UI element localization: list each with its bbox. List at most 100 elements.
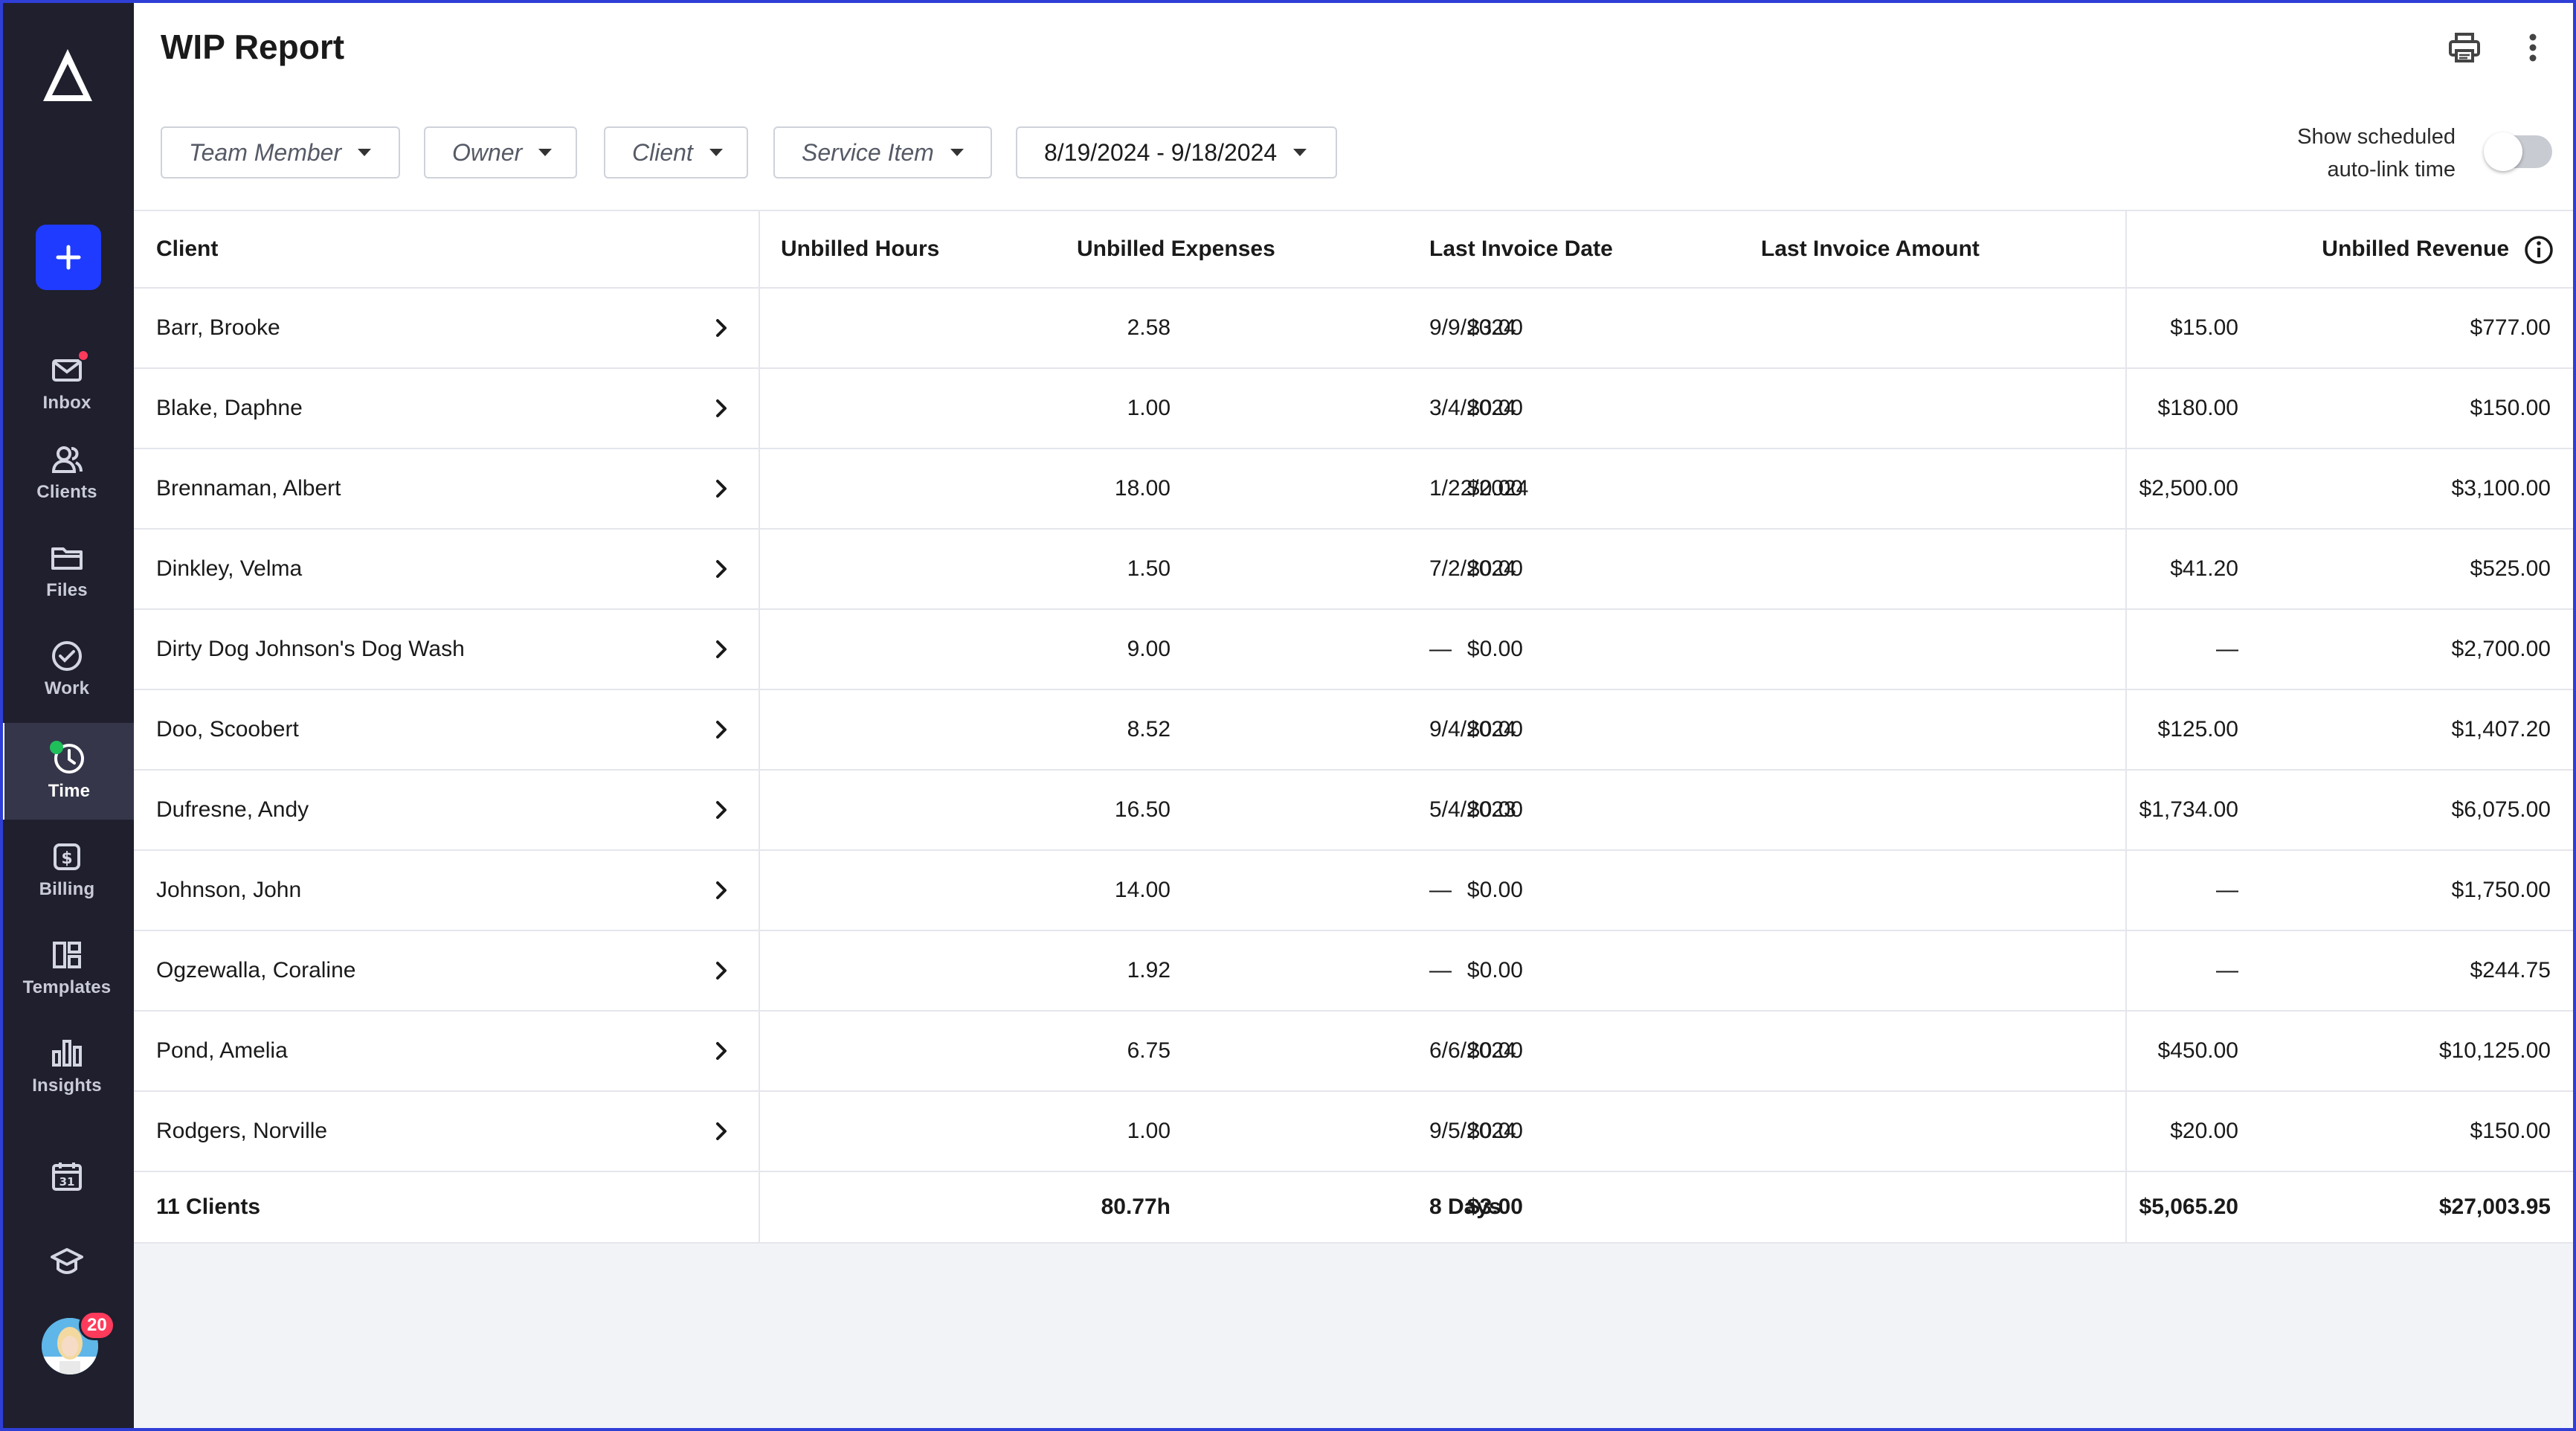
caret-down-icon xyxy=(538,149,553,156)
last-invoice-date: 9/4/2024 xyxy=(1429,717,1516,742)
chevron-right-icon[interactable] xyxy=(706,1092,736,1171)
scheduled-auto-link-toggle[interactable] xyxy=(2484,132,2552,171)
new-item-button[interactable] xyxy=(36,225,101,290)
chevron-right-icon[interactable] xyxy=(706,931,736,1010)
team-member-filter[interactable]: Team Member xyxy=(161,126,400,179)
unbilled-expenses: $0.00 xyxy=(1466,637,1523,661)
column-header-last-invoice-date[interactable]: Last Invoice Date xyxy=(1429,237,1613,261)
last-invoice-date: 5/4/2023 xyxy=(1429,797,1516,822)
unbilled-expenses: $0.00 xyxy=(1466,958,1523,983)
client-name[interactable]: Barr, Brooke xyxy=(156,315,280,340)
unbilled-hours: 1.50 xyxy=(1127,556,1171,581)
sidebar-item-insights[interactable]: Insights xyxy=(0,1017,134,1114)
client-name[interactable]: Dirty Dog Johnson's Dog Wash xyxy=(156,637,465,661)
chevron-right-icon[interactable] xyxy=(706,771,736,849)
column-header-unbilled-hours[interactable]: Unbilled Hours xyxy=(781,237,940,261)
folder-icon xyxy=(49,540,85,576)
table-row[interactable]: Dirty Dog Johnson's Dog Wash 9.00 $0.00 — — $… xyxy=(134,610,2576,690)
unbilled-hours: 9.00 xyxy=(1127,637,1171,661)
sidebar-item-label: Time xyxy=(48,781,91,801)
calendar-day: 31 xyxy=(59,1175,75,1189)
info-icon[interactable] xyxy=(2522,234,2555,266)
client-filter[interactable]: Client xyxy=(604,126,748,179)
table-row[interactable]: Rodgers, Norville 1.00 $0.00 9/5/2024 $20.00… xyxy=(134,1092,2576,1172)
sidebar-item-billing[interactable]: $ Billing xyxy=(0,821,134,918)
more-options-button[interactable] xyxy=(2517,30,2549,65)
column-header-unbilled-revenue[interactable]: Unbilled Revenue xyxy=(2322,237,2509,261)
app-logo-icon[interactable] xyxy=(40,46,95,106)
table-totals-row: 11 Clients 80.77h $3.00 8 Days $5,065.20… xyxy=(134,1172,2576,1244)
toggle-knob xyxy=(2484,132,2522,171)
last-invoice-amount: $41.20 xyxy=(2170,556,2238,581)
column-header-client[interactable]: Client xyxy=(156,237,219,261)
chevron-right-icon[interactable] xyxy=(706,449,736,528)
table-row[interactable]: Dufresne, Andy 16.50 $0.00 5/4/2023 $1,734.0… xyxy=(134,771,2576,851)
sidebar-item-label: Inbox xyxy=(42,393,91,413)
last-invoice-date: 3/4/2024 xyxy=(1429,396,1516,420)
sidebar-item-work[interactable]: Work xyxy=(0,620,134,717)
last-invoice-amount: $2,500.00 xyxy=(2139,476,2238,501)
client-name[interactable]: Doo, Scoobert xyxy=(156,717,299,742)
last-invoice-date: 7/2/2024 xyxy=(1429,556,1516,581)
table-row[interactable]: Brennaman, Albert 18.00 $0.00 1/22/2024 $2,5… xyxy=(134,449,2576,530)
unbilled-expenses: $0.00 xyxy=(1466,1038,1523,1063)
chevron-right-icon[interactable] xyxy=(706,369,736,448)
total-unbilled-revenue: $27,003.95 xyxy=(2438,1194,2551,1219)
total-clients: 11 Clients xyxy=(156,1194,261,1219)
calendar-icon[interactable]: 31 xyxy=(49,1159,85,1194)
column-header-unbilled-expenses[interactable]: Unbilled Expenses xyxy=(1077,237,1275,261)
owner-filter[interactable]: Owner xyxy=(424,126,577,179)
service-item-filter[interactable]: Service Item xyxy=(773,126,992,179)
table-row[interactable]: Doo, Scoobert 8.52 $0.00 9/4/2024 $125.00 $1,… xyxy=(134,690,2576,771)
graduation-cap-icon[interactable] xyxy=(49,1244,85,1279)
notification-badge: 20 xyxy=(79,1311,115,1340)
column-header-last-invoice-amount[interactable]: Last Invoice Amount xyxy=(1761,237,1980,261)
client-name[interactable]: Dufresne, Andy xyxy=(156,797,309,822)
client-name[interactable]: Brennaman, Albert xyxy=(156,476,341,501)
chevron-right-icon[interactable] xyxy=(706,530,736,608)
chevron-right-icon[interactable] xyxy=(706,690,736,769)
caret-down-icon xyxy=(950,149,964,156)
unbilled-revenue: $777.00 xyxy=(2470,315,2551,340)
unbilled-revenue: $1,407.20 xyxy=(2451,717,2551,742)
client-name[interactable]: Ogzewalla, Coraline xyxy=(156,958,356,983)
unbilled-revenue: $525.00 xyxy=(2470,556,2551,581)
unbilled-hours: 14.00 xyxy=(1114,878,1171,902)
client-name[interactable]: Johnson, John xyxy=(156,878,302,902)
chevron-right-icon[interactable] xyxy=(706,610,736,689)
sidebar-item-inbox[interactable]: Inbox xyxy=(0,335,134,431)
date-range-filter[interactable]: 8/19/2024 - 9/18/2024 xyxy=(1016,126,1337,179)
client-name[interactable]: Pond, Amelia xyxy=(156,1038,288,1063)
last-invoice-date: — xyxy=(1429,637,1452,661)
table-row[interactable]: Dinkley, Velma 1.50 $0.00 7/2/2024 $41.20 $52… xyxy=(134,530,2576,610)
last-invoice-amount: $450.00 xyxy=(2157,1038,2238,1063)
unbilled-hours: 1.00 xyxy=(1127,396,1171,420)
client-name[interactable]: Blake, Daphne xyxy=(156,396,303,420)
unbilled-expenses: $0.00 xyxy=(1466,396,1523,420)
chevron-right-icon[interactable] xyxy=(706,289,736,367)
unbilled-revenue: $150.00 xyxy=(2470,396,2551,420)
sidebar-item-clients[interactable]: Clients xyxy=(0,424,134,521)
table-row[interactable]: Blake, Daphne 1.00 $0.00 3/4/2024 $180.00 $15… xyxy=(134,369,2576,449)
sidebar-item-time[interactable]: Time xyxy=(0,723,134,820)
sidebar-item-templates[interactable]: Templates xyxy=(0,919,134,1016)
last-invoice-date: — xyxy=(1429,878,1452,902)
client-name[interactable]: Dinkley, Velma xyxy=(156,556,303,581)
last-invoice-amount: — xyxy=(2216,958,2238,983)
sidebar-item-label: Work xyxy=(44,678,90,698)
table-row[interactable]: Johnson, John 14.00 $0.00 — — $1,750.00 xyxy=(134,851,2576,931)
chevron-right-icon[interactable] xyxy=(706,851,736,930)
sidebar-item-label: Templates xyxy=(22,977,112,997)
client-name[interactable]: Rodgers, Norville xyxy=(156,1119,328,1143)
unbilled-hours: 18.00 xyxy=(1114,476,1171,501)
filter-label: Service Item xyxy=(802,138,934,166)
sidebar-item-files[interactable]: Files xyxy=(0,522,134,619)
table-row[interactable]: Ogzewalla, Coraline 1.92 $0.00 — — $244.75 xyxy=(134,931,2576,1012)
table-row[interactable]: Pond, Amelia 6.75 $0.00 6/6/2024 $450.00 $10,… xyxy=(134,1012,2576,1092)
table-row[interactable]: Barr, Brooke 2.58 $3.00 9/9/2024 $15.00 $777.… xyxy=(134,289,2576,369)
chevron-right-icon[interactable] xyxy=(706,1012,736,1090)
bar-chart-icon xyxy=(49,1035,85,1071)
print-button[interactable] xyxy=(2445,28,2484,67)
last-invoice-date: 1/22/2024 xyxy=(1429,476,1529,501)
check-circle-icon xyxy=(49,638,85,674)
